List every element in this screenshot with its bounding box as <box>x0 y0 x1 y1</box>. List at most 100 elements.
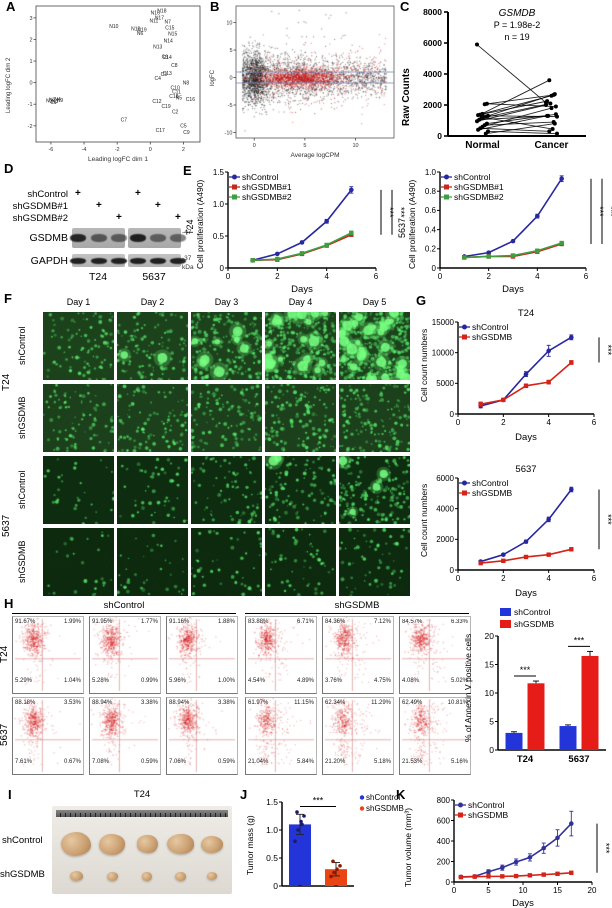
quadrant-pct-top-left: 61.97% <box>248 700 269 706</box>
svg-text:C3: C3 <box>161 72 168 78</box>
svg-text:3: 3 <box>29 16 32 22</box>
flow-group-header: shGSDMB <box>334 600 380 611</box>
quadrant-pct-bottom-left: 3.76% <box>325 678 343 684</box>
microscopy-grid: Day 1 Day 2 Day 3 Day 4 Day 5 T24 5637 shContro… <box>0 296 414 602</box>
svg-text:N7: N7 <box>164 20 171 26</box>
svg-text:2: 2 <box>275 272 280 281</box>
quadrant-pct-top-left: 83.88% <box>248 619 269 625</box>
svg-text:4: 4 <box>546 418 551 427</box>
quadrant-pct-bottom-right: 0.99% <box>140 678 158 684</box>
quadrant-pct-top-right: 1.77% <box>140 619 158 625</box>
svg-text:shControl: shControl <box>454 172 490 182</box>
protein-band <box>70 234 86 242</box>
day-header: Day 4 <box>288 297 313 307</box>
svg-text:4: 4 <box>535 272 540 281</box>
svg-text:10000: 10000 <box>432 348 455 357</box>
cell-count-t24-ylabel: Cell count numbers <box>419 328 429 402</box>
plus-mark: + <box>116 212 122 223</box>
svg-text:0.5: 0.5 <box>213 232 225 241</box>
svg-text:N14: N14 <box>164 39 173 45</box>
flow-cytometry-plot: 62.34% 11.29% 21.20% 5.18% <box>322 697 394 775</box>
quadrant-pct-bottom-left: 5.28% <box>92 678 110 684</box>
quadrant-pct-bottom-right: 5.18% <box>373 759 391 765</box>
svg-text:C6: C6 <box>162 54 169 60</box>
svg-text:0: 0 <box>432 264 437 273</box>
svg-text:800: 800 <box>437 796 451 805</box>
svg-text:20: 20 <box>588 886 597 895</box>
svg-text:0: 0 <box>489 745 494 755</box>
flow-scatter-canvas <box>246 617 316 693</box>
fluorescence-image <box>265 384 336 452</box>
plus-mark: + <box>175 212 181 223</box>
protein-band <box>91 257 107 264</box>
fluorescence-image <box>43 384 114 452</box>
svg-text:C14: C14 <box>163 55 172 61</box>
svg-text:Days: Days <box>502 284 524 295</box>
svg-text:C10: C10 <box>171 86 180 92</box>
svg-text:N9: N9 <box>57 98 64 104</box>
svg-text:15: 15 <box>553 886 562 895</box>
raw-counts-ylabel: Raw Counts <box>401 68 412 127</box>
protein-band <box>170 234 186 242</box>
svg-text:***: *** <box>313 795 324 805</box>
molecular-weight-label: -37 <box>182 255 192 262</box>
svg-text:10: 10 <box>519 886 528 895</box>
line-chart-svg: 0 5 10 15 200200400600800DaysshControlshGSDM… <box>437 796 611 908</box>
svg-text:Days: Days <box>512 898 534 908</box>
svg-text:1.0: 1.0 <box>266 825 278 835</box>
svg-text:C13: C13 <box>163 71 172 77</box>
flow-cytometry-plot: 91.67% 1.99% 5.29% 1.04% <box>12 616 84 694</box>
svg-text:shGSDMB: shGSDMB <box>514 619 554 629</box>
quadrant-pct-top-left: 84.36% <box>325 619 346 625</box>
quadrant-pct-bottom-left: 5.96% <box>169 678 187 684</box>
quadrant-pct-top-right: 7.12% <box>373 619 391 625</box>
fluorescence-canvas <box>191 312 262 380</box>
proliferation-5637-ylabel: Cell proliferation (A490) <box>407 179 417 269</box>
svg-text:10: 10 <box>485 688 495 698</box>
svg-text:shControl: shControl <box>366 793 400 802</box>
svg-text:6000: 6000 <box>436 474 454 483</box>
svg-text:C2: C2 <box>172 109 179 115</box>
fluorescence-canvas <box>43 312 114 380</box>
tumor-specimen <box>99 833 125 855</box>
svg-text:C5: C5 <box>180 124 187 130</box>
photo-ruler <box>56 810 228 817</box>
svg-text:shControl: shControl <box>514 607 550 617</box>
svg-text:***: *** <box>595 206 605 217</box>
svg-text:5: 5 <box>303 143 306 149</box>
fluorescence-image <box>43 456 114 524</box>
svg-text:0.4: 0.4 <box>425 225 437 234</box>
fluorescence-canvas <box>265 384 336 452</box>
protein-band <box>150 257 166 264</box>
quadrant-pct-top-left: 88.94% <box>92 700 113 706</box>
plus-mark: + <box>135 188 141 199</box>
flow-cytometry-plot: 91.16% 1.88% 5.96% 1.00% <box>166 616 238 694</box>
svg-text:***: *** <box>603 345 612 356</box>
tumor-mass-ylabel: Tumor mass (g) <box>245 815 255 875</box>
svg-text:N13: N13 <box>153 45 162 51</box>
flow-scatter-canvas <box>400 617 470 693</box>
svg-text:N12: N12 <box>131 26 140 32</box>
flow-cytometry-plot: 61.97% 11.15% 21.04% 5.84% <box>245 697 317 775</box>
fluorescence-image <box>265 528 336 596</box>
quadrant-pct-top-left: 62.49% <box>402 700 423 706</box>
tumor-specimen <box>142 871 152 881</box>
quadrant-pct-bottom-right: 1.04% <box>63 678 81 684</box>
proliferation-chart-t24: 0 2 4 6 0 0.5 1.0 1.5 Days shControl shGSDMB#1 shGS… <box>208 166 408 295</box>
treatment-side-label: shGSDMB <box>17 396 27 440</box>
svg-text:6: 6 <box>374 272 379 281</box>
svg-text:***: *** <box>574 635 585 645</box>
svg-text:P = 1.98e-2: P = 1.98e-2 <box>494 20 541 30</box>
tumor-photo-row2-label: shGSDMB <box>0 869 45 880</box>
fluorescence-canvas <box>117 528 188 596</box>
fluorescence-canvas <box>265 312 336 380</box>
line-chart-svg: 0 2 4 6 0 5000 10000 15000 Days T24 shControlshGSD… <box>432 308 612 443</box>
svg-text:N19: N19 <box>137 28 146 34</box>
fluorescence-image <box>43 528 114 596</box>
fluorescence-image <box>339 312 410 380</box>
svg-text:10: 10 <box>226 21 232 27</box>
tumor-specimen <box>166 834 194 854</box>
blot-condition-label: shGSDMB#1 <box>12 201 68 212</box>
fluorescence-image <box>339 528 410 596</box>
fluorescence-canvas <box>117 456 188 524</box>
